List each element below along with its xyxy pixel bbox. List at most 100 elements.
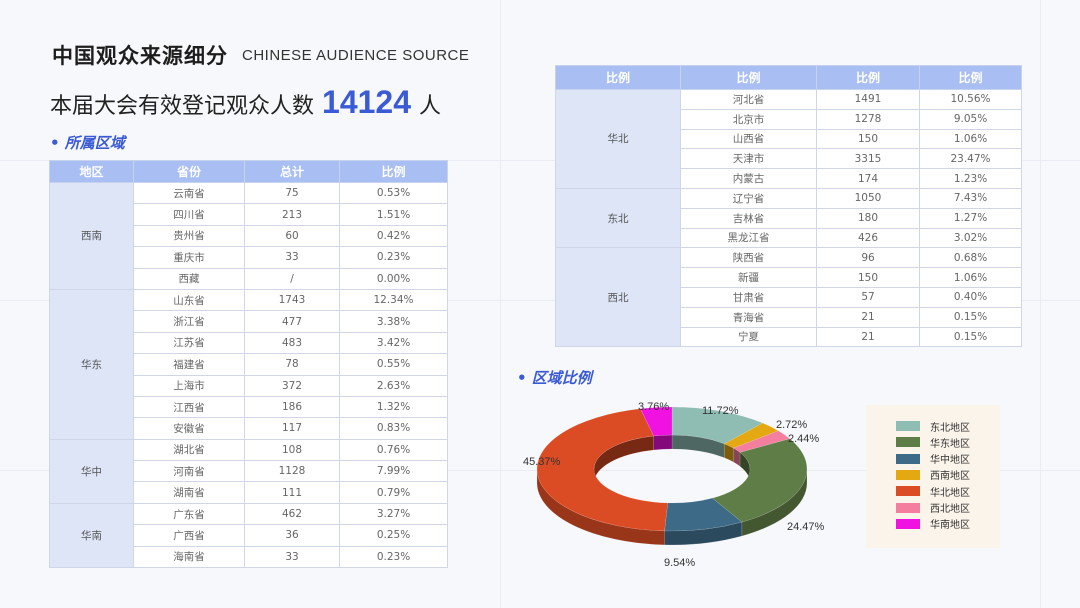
total-cell: 3315 (816, 148, 920, 170)
province-cell: 福建省 (133, 353, 245, 376)
province-cell: 江西省 (133, 395, 245, 419)
ratio-cell: 1.51% (339, 203, 448, 226)
table-row: 西南 云南省 75 0.53% (49, 181, 448, 290)
donut-inner-wall (671, 434, 725, 459)
table-row: 四川省 213 1.51% (50, 203, 448, 226)
province-cell: 河北省 (680, 89, 817, 110)
legend-item: 华中地区 (896, 453, 970, 466)
table-row: 浙江省 477 3.38% (50, 310, 448, 333)
province-cell: 江苏省 (133, 331, 245, 355)
donut-inner-wall (733, 447, 741, 467)
table-row: 安徽省 117 0.83% (50, 417, 448, 440)
ratio-cell: 1.27% (919, 207, 1022, 229)
region-cell: 华东 (49, 288, 134, 440)
donut-slice-1 (711, 438, 808, 523)
total-cell: 108 (244, 438, 340, 462)
region-cell: 西北 (555, 247, 681, 348)
table-header-row: 比例 比例 比例 比例 (555, 65, 1022, 90)
donut-outer-wall (664, 521, 743, 546)
legend-item: 华南地区 (896, 518, 970, 531)
total-cell: 111 (244, 481, 340, 504)
total-cell: 1128 (244, 460, 340, 483)
ratio-cell: 0.15% (919, 306, 1022, 328)
slice-label-huanan: 3.76% (638, 401, 670, 413)
ratio-cell: 0.83% (339, 417, 448, 440)
table-row: 山西省 150 1.06% (556, 128, 1022, 150)
ratio-cell: 0.76% (339, 438, 448, 462)
table-row: 海南省 33 0.23% (50, 545, 448, 569)
total-cell: 477 (244, 310, 340, 333)
province-cell: 重庆市 (133, 246, 245, 269)
ratio-cell: 1.32% (339, 395, 448, 419)
table-row: 天津市 3315 23.47% (556, 148, 1022, 170)
ratio-cell: 0.00% (339, 267, 448, 290)
total-cell: 33 (244, 545, 340, 569)
table-row: 西藏/0.00% (50, 267, 448, 290)
total-cell: 21 (816, 306, 920, 328)
total-cell: 150 (816, 267, 920, 288)
ratio-cell: 7.43% (919, 187, 1022, 209)
slice-label-dongbei: 11.72% (702, 405, 739, 417)
ratio-cell: 1.06% (919, 128, 1022, 150)
donut-inner-wall (653, 434, 673, 451)
ratio-cell: 7.99% (339, 460, 448, 483)
province-cell: 宁夏 (680, 326, 817, 348)
column-header: 省份 (133, 160, 245, 183)
region-table-right: 比例 比例 比例 比例 华北 河北省 1491 10.56% 北京市 1278 9.05% 山… (555, 65, 1022, 348)
page-title: 中国观众来源细分 (52, 44, 228, 68)
total-cell: 1050 (816, 187, 920, 209)
table-row: 重庆市 33 0.23% (50, 246, 448, 269)
column-header: 总计 (244, 160, 340, 183)
table-row: 内蒙古 174 1.23% (556, 168, 1022, 189)
province-cell: 西藏 (133, 267, 245, 290)
column-header: 比例 (555, 65, 681, 90)
total-cell: 150 (816, 128, 920, 150)
legend-swatch (896, 486, 920, 497)
total-cell: / (244, 267, 340, 290)
bg-grid-line (0, 300, 1080, 301)
total-cell: 186 (244, 395, 340, 419)
table-row: 广西省 36 0.25% (50, 524, 448, 547)
ratio-cell: 0.53% (339, 181, 448, 205)
province-cell: 黑龙江省 (680, 227, 817, 249)
total-cell: 96 (816, 247, 920, 269)
province-cell: 浙江省 (133, 310, 245, 333)
province-cell: 云南省 (133, 181, 245, 205)
ratio-cell: 0.23% (339, 545, 448, 569)
legend-swatch (896, 502, 920, 513)
column-header: 地区 (49, 160, 134, 183)
province-cell: 内蒙古 (680, 168, 817, 189)
total-cell: 33 (244, 246, 340, 269)
province-cell: 贵州省 (133, 224, 245, 248)
province-cell: 天津市 (680, 148, 817, 170)
total-cell: 426 (816, 227, 920, 249)
province-cell: 甘肃省 (680, 286, 817, 308)
ratio-cell: 0.15% (919, 326, 1022, 348)
ratio-cell: 1.23% (919, 168, 1022, 189)
table-row: 江西省 186 1.32% (50, 395, 448, 419)
province-cell: 海南省 (133, 545, 245, 569)
region-cell: 西南 (49, 182, 134, 290)
province-cell: 湖南省 (133, 481, 245, 504)
visitor-count: 14124 (322, 84, 411, 120)
province-cell: 北京市 (680, 108, 817, 130)
table-row: 江苏省 483 3.42% (50, 331, 448, 355)
column-header: 比例 (816, 65, 920, 90)
ratio-cell: 0.55% (339, 353, 448, 376)
legend-label: 华北地区 (930, 487, 970, 499)
page-title-english: CHINESE AUDIENCE SOURCE (242, 47, 470, 64)
legend-label: 西北地区 (930, 504, 970, 515)
province-cell: 广东省 (133, 502, 245, 526)
region-cell: 华北 (555, 89, 681, 189)
column-header: 比例 (680, 65, 817, 90)
ratio-cell: 2.63% (339, 374, 448, 397)
legend-item: 东北地区 (896, 420, 970, 434)
donut-slice-5 (732, 430, 791, 453)
ratio-cell: 1.06% (919, 267, 1022, 288)
total-cell: 1278 (816, 108, 920, 130)
ratio-cell: 0.25% (339, 524, 448, 547)
table-row: 华中 湖北省 108 0.76% (49, 438, 448, 504)
province-cell: 上海市 (133, 374, 245, 397)
total-cell: 174 (816, 168, 920, 189)
table-row: 福建省 78 0.55% (50, 353, 448, 376)
